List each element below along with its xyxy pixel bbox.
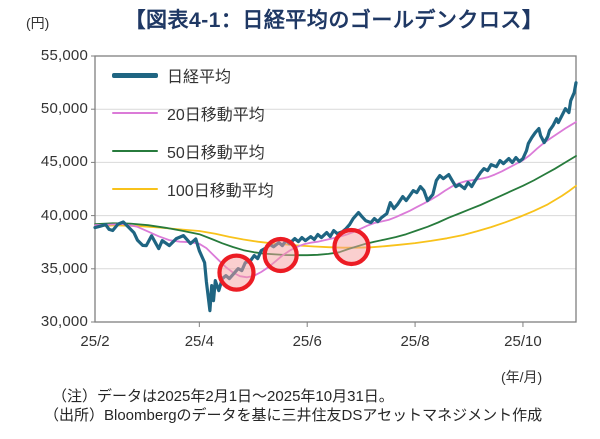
y-tick-label: 45,000 xyxy=(40,153,88,171)
x-tick-label: 25/8 xyxy=(400,333,430,350)
legend-line-swatch xyxy=(112,187,158,191)
legend-line-swatch xyxy=(112,72,158,78)
y-tick-label: 55,000 xyxy=(40,47,88,64)
chart-title: 【図表4-1：日経平均のゴールデンクロス】 xyxy=(124,9,544,32)
chart-legend: 日経平均 20日移動平均 50日移動平均 100日移動平均 xyxy=(112,56,274,208)
legend-line-swatch xyxy=(112,149,158,153)
legend-label: 日経平均 xyxy=(167,69,232,86)
y-tick-label: 40,000 xyxy=(40,206,88,224)
legend-label: 20日移動平均 xyxy=(167,107,265,124)
source-note: （出所）Bloombergのデータを基に三井住友DSアセットマネジメント作成 xyxy=(44,407,543,424)
y-tick-label: 35,000 xyxy=(40,259,88,277)
legend-line-swatch xyxy=(112,111,158,115)
x-tick-label: 25/10 xyxy=(504,333,542,350)
footnote: （注）データは2025年2月1日～2025年10月31日。 xyxy=(52,388,394,405)
legend-label: 100日移動平均 xyxy=(167,183,274,200)
y-axis-unit-label: (円) xyxy=(26,15,50,31)
y-tick-label: 30,000 xyxy=(40,313,88,330)
golden-cross-2-marker xyxy=(262,236,299,274)
legend-label: 50日移動平均 xyxy=(167,145,265,162)
legend-item: 50日移動平均 xyxy=(112,132,274,170)
golden-cross-1-marker xyxy=(217,253,256,292)
legend-item: 日経平均 xyxy=(112,56,274,94)
series-line-日経平均 xyxy=(93,81,578,313)
plot-frame xyxy=(94,55,577,323)
x-tick-label: 25/2 xyxy=(80,333,110,350)
legend-item: 20日移動平均 xyxy=(112,94,274,132)
golden-cross-3-marker xyxy=(332,227,371,267)
x-tick-label: 25/6 xyxy=(292,333,322,350)
y-tick-label: 50,000 xyxy=(40,100,88,118)
x-tick-label: 25/4 xyxy=(184,333,214,350)
x-axis-unit-label: (年/月) xyxy=(501,369,543,385)
legend-item: 100日移動平均 xyxy=(112,170,274,208)
